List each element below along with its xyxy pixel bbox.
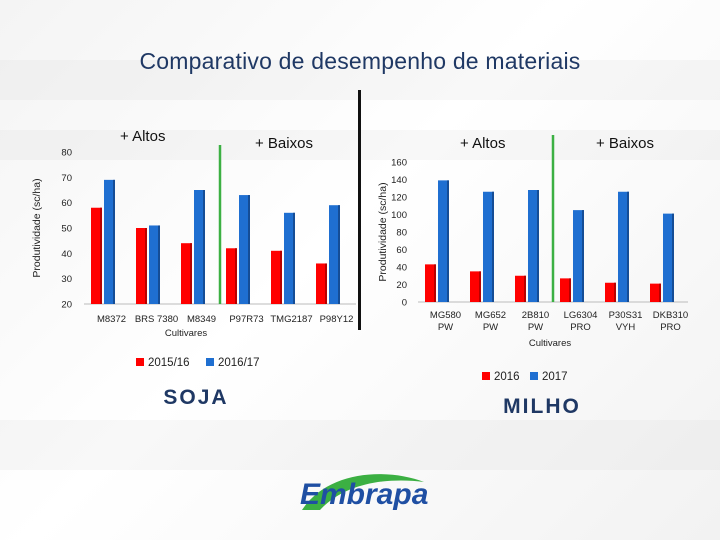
soja-bar-shade	[145, 228, 147, 304]
milho-legend-swatch	[530, 372, 538, 380]
milho-category-label: MG580 PW	[430, 310, 461, 333]
milho-y-tick-label: 20	[396, 280, 407, 291]
soja-bar-2015-16	[136, 228, 147, 304]
soja-bar-2016-17	[194, 190, 205, 304]
soja-bar-2015-16	[316, 263, 327, 304]
milho-bar-2016	[515, 275, 526, 302]
milho-category-label: 2B810 PW	[522, 310, 549, 333]
soja-y-tick-label: 70	[61, 173, 72, 184]
soja-bar-shade	[113, 179, 115, 304]
milho-bar-shade	[524, 275, 526, 302]
milho-x-axis-title: Cultivares	[529, 338, 571, 349]
milho-bar-2016	[605, 282, 616, 302]
soja-bar-shade	[325, 263, 327, 304]
milho-bar-shade	[672, 213, 674, 302]
soja-bar-2016-17	[239, 195, 250, 304]
page-title: Comparativo de desempenho de materiais	[139, 48, 581, 74]
milho-bar-shade	[492, 191, 494, 302]
milho-bar-2017	[483, 191, 494, 302]
soja-bar-shade	[280, 250, 282, 304]
milho-y-axis-title: Produtividade (sc/ha)	[377, 182, 389, 281]
soja-bar-2016-17	[329, 205, 340, 304]
milho-y-tick-label: 60	[396, 245, 407, 256]
soja-annotation-altos: + Altos	[120, 128, 165, 145]
embrapa-logo: Embrapa	[300, 474, 428, 511]
milho-bar-shade	[434, 264, 436, 302]
soja-bar-shade	[338, 205, 340, 304]
soja-y-tick-label: 60	[61, 198, 72, 209]
soja-bar-2016-17	[104, 179, 115, 304]
milho-bar-2017	[663, 213, 674, 302]
milho-category-label: LG6304 PRO	[564, 310, 598, 333]
milho-category-label: MG652 PW	[475, 310, 506, 333]
milho-legend-label: 2017	[542, 371, 568, 383]
soja-y-tick-label: 50	[61, 224, 72, 235]
soja-category-label: M8372	[97, 314, 126, 325]
soja-category-label: M8349	[187, 314, 216, 325]
soja-bar-2015-16	[91, 207, 102, 304]
soja-bar-shade	[190, 243, 192, 304]
milho-bar-2016	[470, 271, 481, 302]
soja-y-tick-label: 20	[61, 300, 72, 311]
milho-y-tick-label: 160	[391, 158, 407, 169]
soja-bar-2015-16	[271, 250, 282, 304]
milho-legend-label: 2016	[494, 371, 520, 383]
soja-category-label: TMG2187	[270, 314, 312, 325]
milho-category-label: P30S31 VYH	[609, 310, 643, 333]
soja-annotation-baixos: + Baixos	[255, 135, 313, 152]
soja-legend-label: 2015/16	[148, 357, 190, 369]
milho-annotation-altos: + Altos	[460, 135, 505, 152]
milho-bar-2016	[560, 278, 571, 302]
soja-y-tick-label: 80	[61, 148, 72, 159]
soja-bar-shade	[158, 225, 160, 304]
milho-bar-2016	[425, 264, 436, 302]
soja-legend-label: 2016/17	[218, 357, 260, 369]
soja-crop-label: SOJA	[163, 386, 228, 409]
soja-bar-2016-17	[284, 212, 295, 304]
milho-bar-shade	[614, 282, 616, 302]
milho-bar-shade	[537, 190, 539, 302]
milho-annotation-baixos: + Baixos	[596, 135, 654, 152]
soja-y-axis-title: Produtividade (sc/ha)	[31, 178, 43, 277]
milho-bar-shade	[582, 210, 584, 302]
milho-y-tick-label: 80	[396, 228, 407, 239]
soja-bar-shade	[203, 190, 205, 304]
soja-bar-shade	[235, 248, 237, 304]
soja-x-axis-title: Cultivares	[165, 328, 207, 339]
milho-y-tick-label: 100	[391, 210, 407, 221]
milho-bar-shade	[659, 283, 661, 302]
soja-category-label: P97R73	[229, 314, 263, 325]
milho-bar-2017	[618, 191, 629, 302]
soja-y-tick-label: 30	[61, 274, 72, 285]
milho-legend-swatch	[482, 372, 490, 380]
milho-bar-shade	[479, 271, 481, 302]
chart-divider	[358, 90, 361, 330]
soja-category-label: BRS 7380	[135, 314, 178, 325]
milho-bar-shade	[447, 180, 449, 302]
soja-bar-shade	[293, 212, 295, 304]
milho-y-tick-label: 120	[391, 193, 407, 204]
svg-text:Embrapa: Embrapa	[300, 478, 428, 511]
soja-bar-shade	[100, 207, 102, 304]
milho-y-tick-label: 0	[402, 298, 407, 309]
milho-category-label: DKB310 PRO	[653, 310, 688, 333]
soja-legend-swatch	[206, 358, 214, 366]
milho-y-tick-label: 140	[391, 175, 407, 186]
soja-legend-swatch	[136, 358, 144, 366]
soja-bar-2015-16	[226, 248, 237, 304]
soja-bar-2015-16	[181, 243, 192, 304]
milho-y-tick-label: 40	[396, 263, 407, 274]
soja-bar-2016-17	[149, 225, 160, 304]
milho-bar-2017	[438, 180, 449, 302]
soja-y-tick-label: 40	[61, 249, 72, 260]
milho-bar-2016	[650, 283, 661, 302]
milho-bar-2017	[528, 190, 539, 302]
milho-crop-label: MILHO	[503, 395, 581, 418]
milho-bar-shade	[569, 278, 571, 302]
milho-bar-shade	[627, 191, 629, 302]
soja-bar-shade	[248, 195, 250, 304]
milho-bar-2017	[573, 210, 584, 302]
soja-category-label: P98Y12	[320, 314, 354, 325]
